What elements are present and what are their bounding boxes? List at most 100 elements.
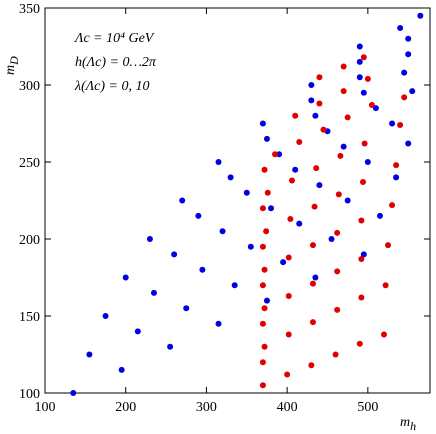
point bbox=[340, 63, 347, 70]
point bbox=[259, 205, 266, 212]
point bbox=[167, 343, 174, 350]
point bbox=[401, 94, 408, 101]
point bbox=[259, 382, 266, 389]
point bbox=[368, 102, 375, 109]
point bbox=[358, 256, 365, 263]
point bbox=[227, 174, 234, 181]
point bbox=[332, 351, 339, 358]
point bbox=[309, 242, 316, 249]
point bbox=[284, 371, 291, 378]
point bbox=[316, 100, 323, 107]
point bbox=[288, 177, 295, 184]
point bbox=[86, 351, 93, 358]
point bbox=[312, 112, 319, 119]
point bbox=[285, 292, 292, 299]
point bbox=[261, 305, 268, 312]
point bbox=[259, 120, 266, 127]
point bbox=[264, 189, 271, 196]
point bbox=[311, 203, 318, 210]
point bbox=[409, 88, 416, 95]
point bbox=[70, 390, 77, 396]
point bbox=[358, 217, 365, 224]
x-tick-label: 400 bbox=[277, 400, 298, 415]
point bbox=[171, 251, 178, 258]
point bbox=[316, 182, 323, 189]
point bbox=[296, 138, 303, 145]
point bbox=[261, 166, 268, 173]
annotation: λ(Λc) = 0, 10 bbox=[74, 79, 150, 94]
point bbox=[340, 88, 347, 95]
point bbox=[259, 243, 266, 250]
point bbox=[183, 305, 190, 312]
point bbox=[356, 58, 363, 65]
point bbox=[376, 212, 383, 219]
x-axis-label: mh bbox=[400, 415, 416, 433]
point bbox=[219, 228, 226, 235]
y-tick-label: 200 bbox=[19, 233, 40, 248]
point bbox=[405, 140, 412, 147]
y-tick-label: 100 bbox=[19, 387, 40, 402]
point bbox=[243, 189, 250, 196]
plot-frame bbox=[44, 7, 431, 394]
y-tick-label: 250 bbox=[19, 156, 40, 171]
point bbox=[267, 205, 274, 212]
point bbox=[263, 297, 270, 304]
point bbox=[272, 151, 279, 158]
point bbox=[356, 43, 363, 50]
point bbox=[417, 12, 424, 19]
point bbox=[360, 251, 367, 258]
point bbox=[308, 97, 315, 104]
point bbox=[360, 179, 367, 186]
point bbox=[263, 228, 270, 235]
point bbox=[382, 282, 389, 289]
point bbox=[296, 220, 303, 227]
y-label-symbol: m bbox=[3, 65, 18, 75]
point bbox=[285, 254, 292, 261]
point bbox=[263, 135, 270, 142]
point bbox=[397, 25, 404, 32]
point bbox=[380, 331, 387, 338]
point bbox=[393, 162, 400, 169]
point bbox=[292, 112, 299, 119]
point bbox=[344, 197, 351, 204]
point bbox=[389, 202, 396, 209]
point bbox=[313, 165, 320, 172]
point bbox=[328, 236, 335, 242]
y-tick-label: 150 bbox=[19, 310, 40, 325]
point bbox=[397, 122, 404, 129]
point bbox=[358, 294, 365, 301]
point bbox=[405, 51, 412, 58]
point bbox=[312, 274, 319, 281]
point bbox=[280, 259, 287, 266]
point bbox=[102, 313, 109, 319]
point bbox=[199, 266, 206, 273]
point bbox=[335, 191, 342, 198]
point bbox=[150, 289, 157, 296]
point bbox=[356, 74, 363, 81]
point bbox=[259, 359, 266, 366]
annotation: h(Λc) = 0…2π bbox=[75, 55, 157, 70]
point bbox=[364, 159, 371, 165]
point bbox=[309, 280, 316, 287]
point bbox=[334, 268, 341, 275]
point bbox=[393, 174, 400, 181]
point bbox=[356, 340, 363, 347]
point bbox=[309, 319, 316, 326]
point bbox=[261, 343, 268, 350]
point bbox=[118, 366, 125, 373]
point bbox=[247, 243, 254, 250]
point bbox=[259, 320, 266, 327]
y-axis-label: mD bbox=[3, 56, 21, 75]
point bbox=[364, 75, 371, 82]
point bbox=[122, 274, 129, 281]
point bbox=[285, 331, 292, 338]
point bbox=[361, 140, 368, 147]
annotation: Λc = 10⁴ GeV bbox=[73, 31, 155, 46]
point bbox=[320, 126, 327, 133]
point bbox=[337, 152, 344, 159]
x-tick-label: 100 bbox=[35, 400, 56, 415]
point bbox=[215, 159, 222, 165]
y-tick-label: 350 bbox=[19, 2, 40, 17]
point bbox=[179, 197, 186, 204]
